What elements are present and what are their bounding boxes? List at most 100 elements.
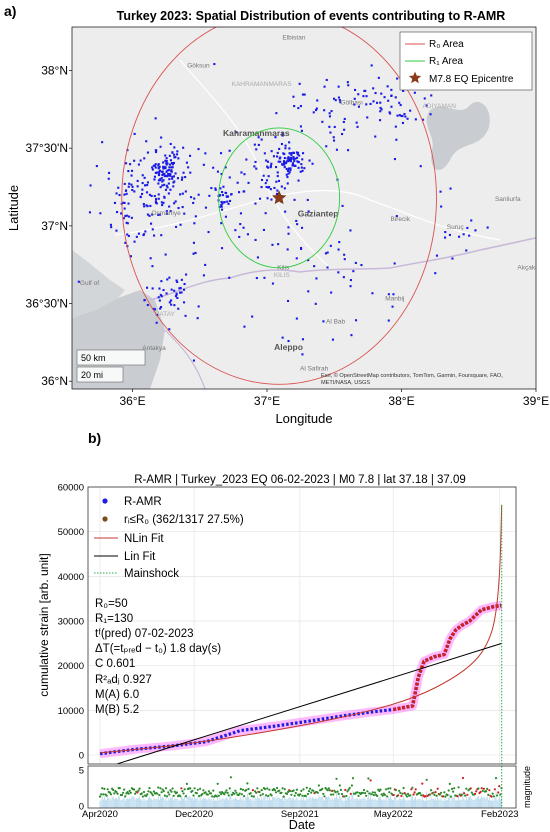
event-dot — [297, 107, 299, 109]
event-dot — [268, 175, 270, 177]
event-dot — [182, 206, 184, 208]
event-dot — [181, 279, 183, 281]
event-dot — [247, 233, 249, 235]
event-dot — [338, 86, 340, 88]
magnitude-dot — [345, 795, 347, 797]
magnitude-dot — [294, 795, 296, 797]
event-dot — [132, 186, 134, 188]
event-dot — [397, 115, 399, 117]
magnitude-dot — [470, 787, 472, 789]
event-dot — [143, 157, 145, 159]
magnitude-dot — [165, 787, 167, 789]
event-dot — [326, 79, 328, 81]
event-dot — [332, 339, 334, 341]
event-dot — [287, 170, 289, 172]
magnitude-dot — [256, 787, 258, 789]
event-dot — [296, 160, 298, 162]
magnitude-dot — [242, 789, 244, 791]
magnitude-dot — [463, 792, 465, 794]
event-dot — [164, 155, 166, 157]
event-dot — [255, 168, 257, 170]
legend-epicentre-label: M7.8 EQ Epicentre — [429, 74, 514, 85]
event-dot — [171, 289, 173, 291]
event-dot — [465, 249, 467, 251]
magnitude-dot — [306, 787, 308, 789]
event-dot — [404, 116, 406, 118]
magnitude-dot — [211, 795, 213, 797]
date-tick-label: Apr2020 — [82, 809, 118, 820]
event-dot — [229, 200, 231, 202]
magnitude-dot — [299, 793, 301, 795]
magnitude-dot — [143, 791, 145, 793]
event-dot — [180, 224, 182, 226]
event-dot — [270, 163, 272, 165]
magnitude-dot — [293, 789, 295, 791]
event-dot — [288, 233, 290, 235]
event-dot — [312, 163, 314, 165]
event-dot — [153, 235, 155, 237]
param-r2: R²ₐdⱼ 0.927 — [95, 674, 152, 686]
magnitude-dot — [362, 792, 364, 794]
event-dot — [296, 257, 298, 259]
event-dot — [352, 270, 354, 272]
event-dot — [292, 162, 294, 164]
magnitude-dot — [411, 787, 413, 789]
event-dot — [390, 95, 392, 97]
event-dot — [162, 202, 164, 204]
strain-ytick-label: 40000 — [58, 572, 84, 583]
magnitude-dot — [123, 789, 125, 791]
magnitude-dot — [220, 793, 222, 795]
magnitude-dot — [231, 794, 233, 796]
event-dot — [458, 236, 460, 238]
event-dot — [424, 97, 426, 99]
map-ytick-label: 37°30'N — [26, 141, 68, 155]
magnitude-dot — [202, 789, 204, 791]
event-dot — [178, 207, 180, 209]
magnitude-dot — [156, 793, 158, 795]
magnitude-dot — [139, 788, 141, 790]
magnitude-dot — [183, 792, 185, 794]
event-dot — [302, 338, 304, 340]
event-dot — [170, 143, 172, 145]
magnitude-dot — [471, 792, 473, 794]
event-dot — [301, 158, 303, 160]
place-label: Göksun — [187, 62, 210, 69]
event-dot — [160, 179, 162, 181]
event-dot — [183, 172, 185, 174]
event-dot — [176, 150, 178, 152]
magnitude-dot — [253, 795, 255, 797]
event-dot — [267, 161, 269, 163]
place-label: Al Bab — [326, 319, 346, 326]
event-dot — [440, 206, 442, 208]
event-dot — [288, 147, 290, 149]
event-dot — [168, 178, 170, 180]
event-dot — [163, 173, 165, 175]
place-label: Manbij — [385, 295, 404, 302]
event-dot — [144, 177, 146, 179]
magnitude-dot — [337, 791, 339, 793]
event-dot — [279, 161, 281, 163]
magnitude-dot — [406, 795, 408, 797]
place-label: Birecik — [390, 216, 410, 223]
magnitude-dot — [128, 793, 130, 795]
event-dot — [378, 77, 380, 79]
magnitude-dot — [280, 792, 282, 794]
event-dot — [173, 290, 175, 292]
magnitude-dot — [356, 791, 358, 793]
magnitude-dot — [365, 795, 367, 797]
event-dot — [402, 122, 404, 124]
event-dot — [155, 200, 157, 202]
event-dot — [294, 165, 296, 167]
event-dot — [203, 164, 205, 166]
event-dot — [400, 104, 402, 106]
magnitude-dot — [164, 795, 166, 797]
magnitude-dot — [148, 787, 150, 789]
event-dot — [205, 207, 207, 209]
magnitude-dot — [341, 793, 343, 795]
magnitude-dot — [442, 795, 444, 797]
event-dot — [372, 87, 374, 89]
event-dot — [266, 179, 268, 181]
event-dot — [166, 157, 168, 159]
magnitude-dot — [228, 794, 230, 796]
event-dot — [225, 216, 227, 218]
